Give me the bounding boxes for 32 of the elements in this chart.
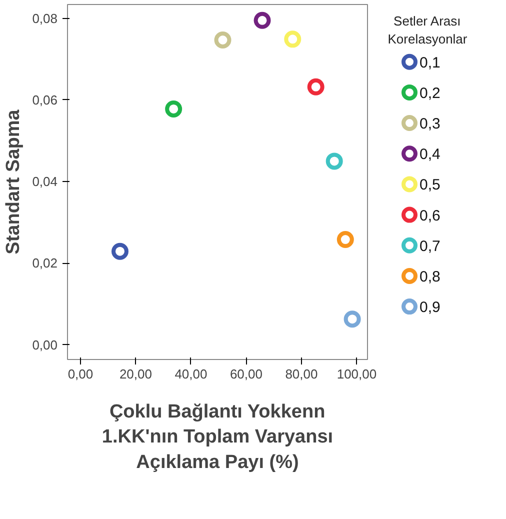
x-tick-label: 60,00	[230, 366, 263, 382]
y-tick-label: 0,02	[32, 256, 58, 271]
legend-title: Setler Arası Korelasyonlar	[388, 14, 468, 47]
legend-label: 0,4	[420, 146, 440, 164]
point	[336, 231, 354, 248]
legend-label: 0,9	[420, 299, 440, 316]
point	[326, 152, 343, 170]
y-axis-title: Standart Sapma	[3, 109, 24, 254]
y-tick-label: 0,04	[32, 174, 58, 190]
y-tick-label: 0,00	[32, 337, 58, 352]
point	[165, 100, 182, 118]
point	[284, 30, 302, 48]
legend-label: 0,5	[420, 176, 440, 194]
x-tick-label: 40,00	[174, 366, 208, 382]
x-tick-label: 20,00	[119, 366, 152, 382]
x-axis-title: Çoklu Bağlantı Yokkenn 1.KK'nın Toplam Varyansı Açıklama Payı (%)	[102, 402, 334, 473]
legend-label: 0,6	[420, 207, 440, 224]
legend-label: 0,3	[420, 116, 440, 133]
point	[111, 242, 128, 260]
point	[307, 78, 324, 96]
legend-label: 0,2	[420, 84, 440, 102]
point	[214, 32, 232, 48]
x-tick-label: 100,00	[336, 366, 377, 382]
legend-label: 0,1	[420, 54, 440, 72]
point	[254, 12, 271, 29]
legend-label: 0,7	[420, 238, 440, 255]
y-tick-label: 0,06	[32, 92, 58, 108]
x-tick-label: 0,00	[68, 366, 94, 382]
x-tick-label: 80,00	[285, 366, 318, 382]
y-tick-label: 0,08	[32, 10, 58, 26]
point	[344, 310, 361, 328]
legend-label: 0,8	[420, 268, 440, 286]
